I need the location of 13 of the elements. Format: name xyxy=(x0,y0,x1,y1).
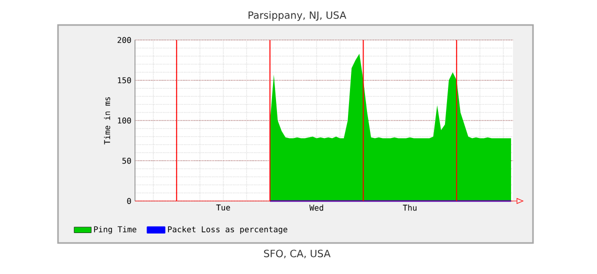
x-tick-label: Thu xyxy=(402,204,416,211)
y-axis-title: Time in ms xyxy=(104,97,110,144)
y-tick-label: 150 xyxy=(118,77,131,84)
x-tick-label: Tue xyxy=(216,204,230,210)
y-tick-label: 0 xyxy=(127,198,131,204)
chart-title: Parsippany, NJ, USA xyxy=(248,11,346,21)
y-tick-label: 100 xyxy=(118,117,131,124)
y-tick-label: 50 xyxy=(122,158,131,164)
legend-label: Packet Loss as percentage xyxy=(168,226,288,234)
x-tick-label: Wed xyxy=(309,204,324,211)
text: SFO, CA, USA xyxy=(264,250,331,258)
legend-label: Ping Time xyxy=(94,226,136,234)
y-tick-label: 200 xyxy=(118,36,131,44)
